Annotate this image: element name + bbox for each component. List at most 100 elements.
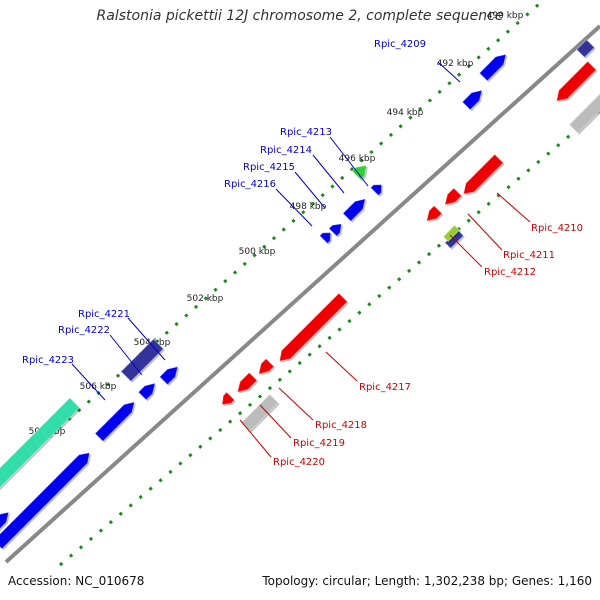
gene-label-forward: Rpic_4222 bbox=[58, 325, 110, 336]
ruler-tick-label: 492 kbp bbox=[437, 59, 474, 69]
leader-line bbox=[127, 317, 166, 361]
feature-body bbox=[328, 223, 342, 237]
feature-body bbox=[278, 292, 349, 362]
ruler-tick-label: 506 kbp bbox=[80, 382, 117, 392]
gene-label-reverse: Rpic_4217 bbox=[359, 382, 411, 393]
feature-body bbox=[0, 511, 10, 530]
ruler-dot bbox=[535, 3, 540, 8]
ruler-dot bbox=[78, 545, 84, 550]
feature-pseudo-top bbox=[568, 93, 600, 135]
ruler-dot bbox=[277, 377, 282, 382]
feature-body bbox=[442, 224, 461, 243]
feature-body bbox=[568, 93, 600, 134]
ruler-dot bbox=[68, 553, 74, 558]
feature-body bbox=[0, 397, 81, 489]
leader-line bbox=[71, 363, 106, 401]
gene-label-forward: Rpic_4214 bbox=[260, 145, 312, 156]
ruler-dot bbox=[496, 38, 501, 43]
leader-line bbox=[294, 171, 326, 209]
ruler-dot bbox=[168, 469, 173, 475]
ruler-dot bbox=[506, 184, 511, 190]
ruler-dot bbox=[118, 511, 123, 516]
ruler-dot bbox=[369, 149, 374, 155]
ruler-dot bbox=[237, 411, 243, 416]
ruler-dot bbox=[247, 402, 253, 407]
ruler-tick-label: 490 kbp bbox=[487, 11, 524, 21]
ruler-dot bbox=[476, 55, 481, 60]
feature-rpic-4221-pseudo bbox=[120, 338, 165, 383]
ruler-dot bbox=[108, 520, 113, 525]
feature-rpic-4219 bbox=[236, 371, 259, 394]
ruler-dot bbox=[525, 12, 530, 17]
ruler-dot bbox=[327, 335, 332, 340]
ruler-dot bbox=[310, 201, 316, 206]
ruler-dot bbox=[86, 399, 91, 404]
ruler-dot bbox=[340, 175, 345, 180]
feature-body bbox=[444, 187, 463, 206]
feature-rpic-4217 bbox=[278, 292, 349, 363]
ruler-dot bbox=[164, 330, 169, 335]
ruler-dot bbox=[387, 285, 392, 290]
ruler-dot bbox=[398, 124, 403, 129]
leader-line bbox=[278, 387, 314, 421]
ruler-dot bbox=[566, 134, 571, 139]
ruler-dot bbox=[447, 81, 452, 86]
ruler-dot bbox=[59, 561, 64, 567]
gene-label-reverse: Rpic_4211 bbox=[503, 250, 555, 261]
gene-label-reverse: Rpic_4212 bbox=[484, 267, 536, 278]
feature-rpic-4211 bbox=[444, 187, 463, 207]
label-leader-lines bbox=[71, 61, 531, 458]
feature-rpic-4215 bbox=[328, 223, 343, 238]
ruler-dot bbox=[228, 419, 233, 424]
ruler-dot bbox=[232, 270, 238, 275]
feature-rpic-4210-top bbox=[555, 60, 598, 103]
ruler-dot bbox=[320, 192, 325, 198]
feature-rpic-4220 bbox=[221, 391, 236, 406]
leader-line bbox=[239, 419, 272, 458]
ruler-dot bbox=[178, 461, 183, 466]
ruler-tick-label: 498 kbp bbox=[290, 202, 327, 212]
leader-line bbox=[329, 136, 369, 187]
ruler-dot bbox=[388, 132, 394, 137]
gene-label-forward: Rpic_4223 bbox=[22, 355, 74, 366]
feature-edge-top bbox=[575, 38, 596, 59]
ruler-dot bbox=[242, 261, 247, 267]
ruler-dot bbox=[281, 227, 286, 232]
ruler-dot bbox=[330, 184, 335, 189]
leader-line bbox=[312, 154, 345, 194]
ruler-dot bbox=[536, 159, 541, 165]
feature-pseudo-4219 bbox=[240, 393, 280, 433]
gene-label-forward: Rpic_4216 bbox=[224, 179, 276, 190]
ruler-dot bbox=[128, 503, 133, 508]
feature-body bbox=[342, 198, 366, 222]
ruler-dot bbox=[546, 151, 551, 156]
inner-ruler bbox=[59, 109, 600, 567]
gene-label-forward: Rpic_4213 bbox=[280, 127, 332, 138]
ruler-dot bbox=[457, 72, 462, 77]
ruler-dot bbox=[516, 176, 521, 181]
feature-rpic-4213-rna bbox=[351, 164, 368, 182]
ruler-dot bbox=[76, 408, 82, 413]
leader-line bbox=[109, 334, 143, 376]
leader-line bbox=[259, 404, 292, 439]
feature-body bbox=[137, 382, 156, 401]
ruler-dot bbox=[262, 244, 267, 249]
feature-rpic-4214 bbox=[342, 198, 367, 223]
gene-label-forward: Rpic_4221 bbox=[78, 309, 130, 320]
ruler-dot bbox=[466, 63, 472, 69]
ruler-dot bbox=[505, 29, 510, 34]
accession-text: Accession: NC_010678 bbox=[8, 574, 145, 588]
feature-edge-left bbox=[0, 511, 11, 532]
ruler-dot bbox=[106, 382, 111, 387]
ruler-dot bbox=[466, 218, 471, 223]
ruler-dot bbox=[67, 416, 72, 421]
ruler-dot bbox=[184, 313, 189, 318]
ruler-dot bbox=[486, 46, 491, 51]
ruler-dot bbox=[476, 210, 481, 215]
ruler-dot bbox=[174, 322, 179, 327]
gene-labels: Rpic_4209 Rpic_4213 Rpic_4214 Rpic_4215 Rpic… bbox=[22, 39, 583, 468]
feature-body bbox=[555, 60, 597, 102]
gene-label-reverse: Rpic_4210 bbox=[531, 223, 583, 234]
ruler-dot bbox=[198, 444, 203, 449]
feature-body bbox=[351, 164, 368, 181]
